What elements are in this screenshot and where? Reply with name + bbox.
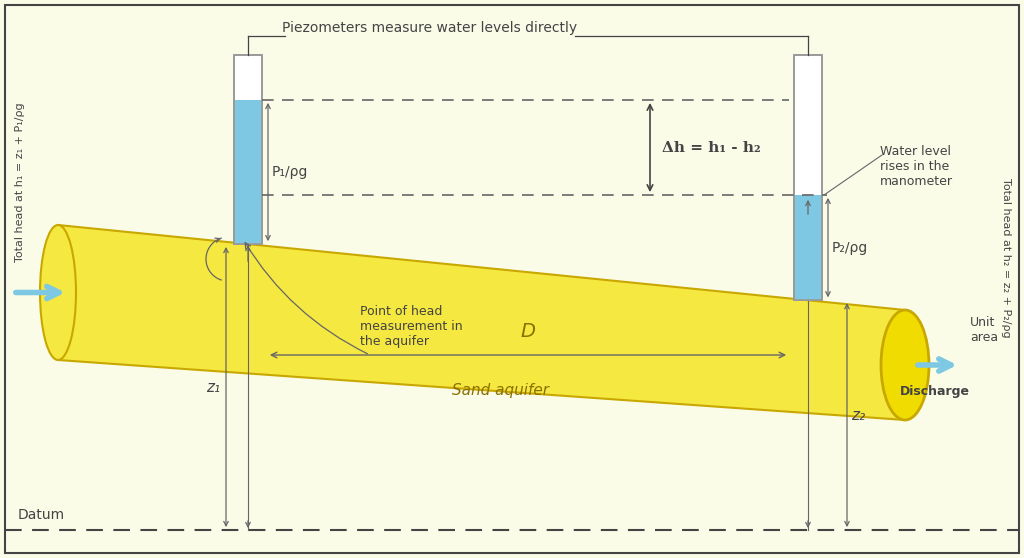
- Bar: [234, 55, 262, 244]
- Text: Δh = h₁ - h₂: Δh = h₁ - h₂: [662, 141, 761, 155]
- Bar: [795, 195, 821, 300]
- Text: Datum: Datum: [18, 508, 66, 522]
- Text: z₂: z₂: [851, 408, 865, 422]
- Bar: [794, 55, 822, 300]
- Text: P₁/ρg: P₁/ρg: [272, 165, 308, 179]
- Text: D: D: [520, 322, 536, 341]
- Text: Discharge: Discharge: [900, 385, 970, 398]
- Ellipse shape: [881, 310, 929, 420]
- Text: Total head at h₁ = z₁ + P₁/ρg: Total head at h₁ = z₁ + P₁/ρg: [15, 102, 25, 262]
- Text: Unit
area: Unit area: [970, 316, 998, 344]
- Text: Water level
rises in the
manometer: Water level rises in the manometer: [880, 145, 953, 188]
- Text: Total head at h₂ = z₂ + P₂/ρg: Total head at h₂ = z₂ + P₂/ρg: [1001, 178, 1011, 338]
- Text: Piezometers measure water levels directly: Piezometers measure water levels directl…: [283, 21, 578, 35]
- Bar: [234, 55, 262, 244]
- Text: z₁: z₁: [206, 379, 220, 395]
- Text: Sand aquifer: Sand aquifer: [452, 382, 549, 397]
- Text: Point of head
measurement in
the aquifer: Point of head measurement in the aquifer: [360, 305, 463, 348]
- Polygon shape: [58, 225, 905, 420]
- Bar: [794, 55, 822, 300]
- Text: P₂/ρg: P₂/ρg: [831, 240, 868, 254]
- Ellipse shape: [40, 225, 76, 360]
- Bar: [234, 100, 261, 244]
